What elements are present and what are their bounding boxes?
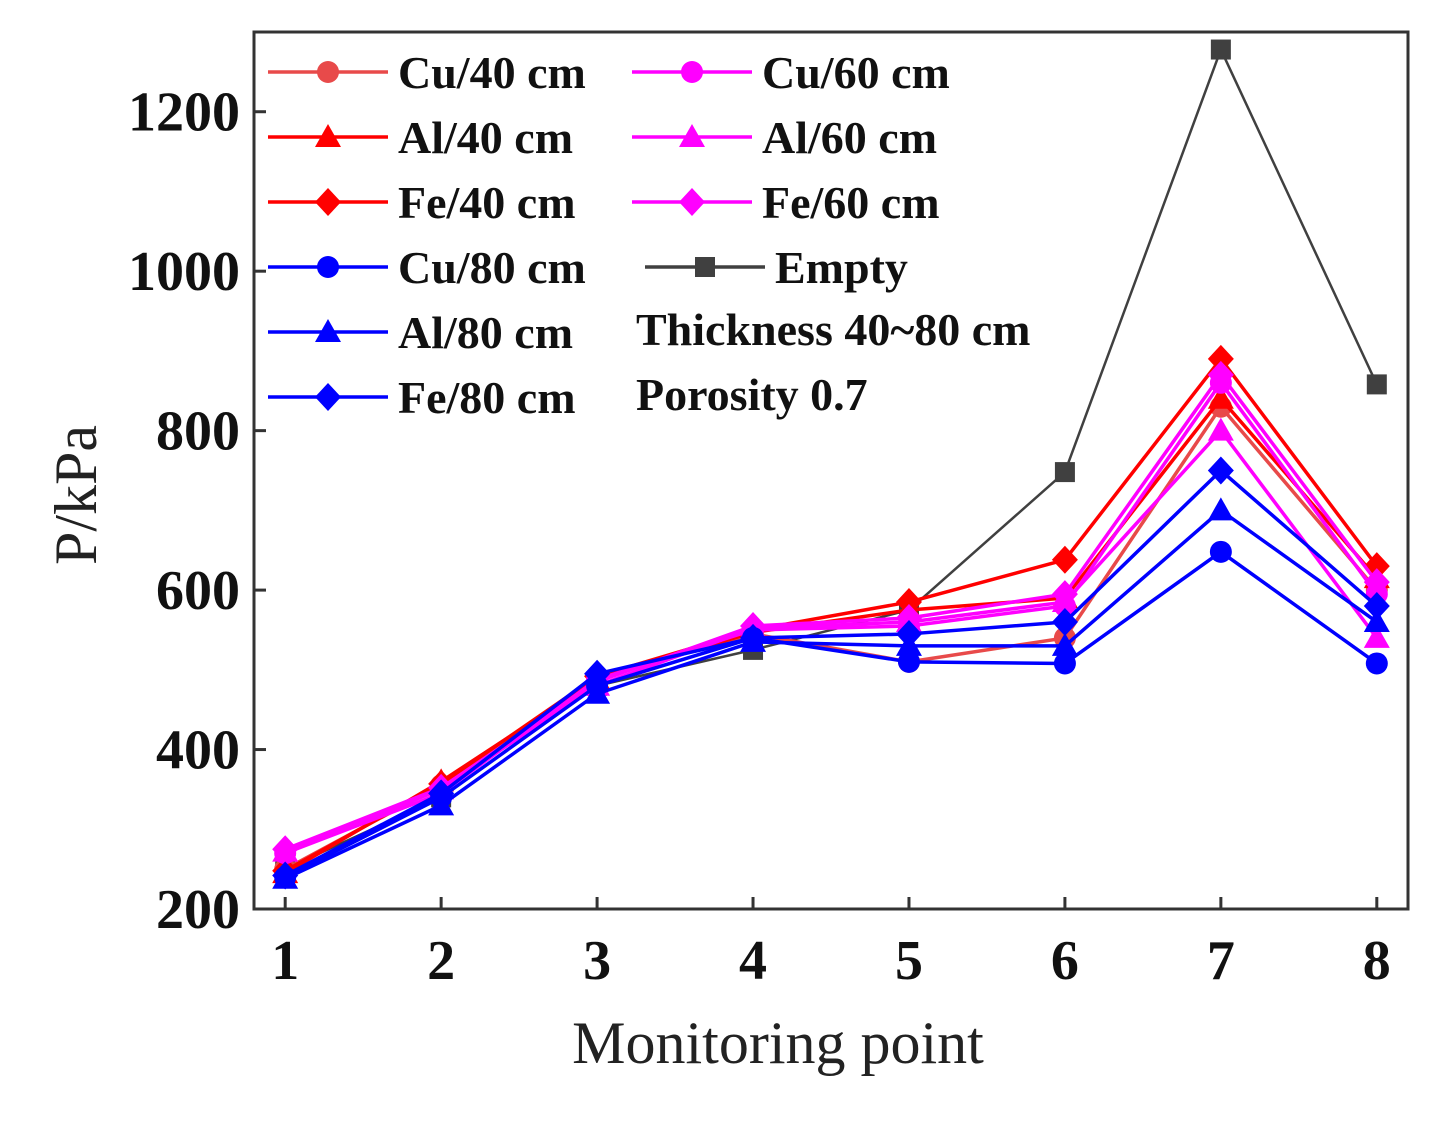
- data-point-fe-60-cm: [1051, 580, 1078, 609]
- data-point-fe-80-cm: [740, 623, 767, 652]
- legend-label: Fe/60 cm: [762, 177, 940, 228]
- plot-frame: [252, 30, 1410, 911]
- x-tick-label: 7: [1207, 930, 1235, 992]
- x-tick-label: 1: [271, 930, 299, 992]
- series-line-cu-80-cm: [284, 550, 1378, 879]
- data-point-al-80-cm: [1051, 632, 1078, 656]
- x-tick-label: 2: [427, 930, 455, 992]
- y-tick-label: 1000: [128, 241, 240, 303]
- legend-swatch-marker: [679, 124, 705, 147]
- legend-label: Al/80 cm: [398, 307, 573, 358]
- legend-item-al-80-cm: Al/80 cm: [268, 307, 573, 358]
- legend-item-fe-60-cm: Fe/60 cm: [632, 177, 940, 228]
- data-point-fe-80-cm: [1051, 607, 1078, 636]
- data-point-fe-80-cm: [1363, 592, 1390, 621]
- legend-label: Al/60 cm: [762, 112, 937, 163]
- legend-item-empty: Empty: [645, 242, 908, 293]
- legend-swatch-marker: [679, 188, 705, 216]
- legend-item-cu-40-cm: Cu/40 cm: [268, 47, 586, 98]
- data-point-empty: [1210, 39, 1231, 60]
- x-axis-title: Monitoring point: [572, 1010, 984, 1076]
- data-point-fe-80-cm: [1207, 456, 1234, 485]
- data-point-fe-60-cm: [895, 603, 922, 632]
- data-point-cu-80-cm: [897, 650, 920, 673]
- legend-item-al-60-cm: Al/60 cm: [632, 112, 937, 163]
- legend: Cu/40 cm Al/40 cm Fe/40 cm Cu/80 cm Al/80 cm…: [268, 47, 950, 423]
- legend-swatch-marker: [681, 61, 703, 83]
- data-point-fe-80-cm: [428, 779, 455, 808]
- legend-swatch-marker: [315, 319, 341, 342]
- data-point-al-80-cm: [1363, 608, 1390, 632]
- x-tick-label: 4: [739, 930, 767, 992]
- data-point-al-60-cm: [1363, 624, 1390, 648]
- legend-swatch-marker: [315, 124, 341, 147]
- legend-swatch-marker: [317, 61, 339, 83]
- legend-label: Fe/80 cm: [398, 372, 576, 423]
- legend-item-fe-80-cm: Fe/80 cm: [268, 372, 576, 423]
- y-tick-label: 400: [156, 720, 240, 782]
- x-axis: 1 2 3 4 5 6 7 8: [271, 897, 1391, 992]
- series-line-al-80-cm: [284, 508, 1378, 881]
- data-point-fe-60-cm: [272, 835, 299, 864]
- data-point-cu-80-cm: [1365, 652, 1388, 675]
- series-fe-80-cm: [272, 456, 1390, 890]
- y-tick-label: 800: [156, 401, 240, 463]
- legend-item-fe-40-cm: Fe/40 cm: [268, 177, 576, 228]
- legend-swatch-marker: [315, 188, 341, 216]
- x-tick-label: 8: [1363, 930, 1391, 992]
- y-tick-label: 200: [156, 879, 240, 941]
- series-line-fe-40-cm: [284, 357, 1379, 873]
- series-line-empty: [284, 48, 1378, 871]
- data-point-al-80-cm: [1207, 497, 1234, 521]
- x-tick-label: 3: [583, 930, 611, 992]
- data-point-cu-80-cm: [1053, 652, 1076, 675]
- data-point-empty: [1054, 462, 1075, 483]
- data-point-fe-60-cm: [1363, 568, 1390, 597]
- series-cu-80-cm: [274, 540, 1388, 889]
- legend-item-cu-60-cm: Cu/60 cm: [632, 47, 950, 98]
- data-point-fe-80-cm: [272, 861, 299, 890]
- data-point-al-60-cm: [1207, 417, 1234, 441]
- legend-label: Al/40 cm: [398, 112, 573, 163]
- data-point-fe-80-cm: [584, 659, 611, 688]
- legend-label: Cu/40 cm: [398, 47, 586, 98]
- x-tick-label: 5: [895, 930, 923, 992]
- legend-label: Empty: [775, 242, 908, 293]
- legend-swatch-marker: [315, 383, 341, 411]
- data-point-fe-60-cm: [1207, 360, 1234, 389]
- legend-label: Fe/40 cm: [398, 177, 576, 228]
- legend-label: Cu/80 cm: [398, 242, 586, 293]
- data-point-empty: [1366, 374, 1387, 395]
- legend-swatch-marker: [317, 256, 339, 278]
- data-point-al-80-cm: [584, 680, 611, 704]
- y-axis-title: P/kPa: [43, 425, 109, 565]
- data-point-fe-80-cm: [895, 619, 922, 648]
- legend-label: Cu/60 cm: [762, 47, 950, 98]
- legend-item-al-40-cm: Al/40 cm: [268, 112, 573, 163]
- series-line-fe-60-cm: [284, 373, 1379, 851]
- series-line-fe-80-cm: [284, 468, 1378, 878]
- data-point-fe-40-cm: [1051, 545, 1078, 574]
- data-point-al-40-cm: [1207, 385, 1234, 409]
- y-tick-label: 1200: [128, 82, 240, 144]
- y-axis: 200 400 600 800 1000 1200: [128, 82, 266, 941]
- data-point-fe-40-cm: [895, 588, 922, 617]
- x-tick-label: 6: [1051, 930, 1079, 992]
- annotation-thickness: Thickness 40~80 cm: [636, 304, 1031, 355]
- data-point-fe-40-cm: [1207, 344, 1234, 373]
- series-layer: [272, 39, 1390, 890]
- y-tick-label: 600: [156, 560, 240, 622]
- legend-swatch-marker: [695, 257, 715, 277]
- legend-item-cu-80-cm: Cu/80 cm: [268, 242, 586, 293]
- annotation-porosity: Porosity 0.7: [636, 369, 868, 420]
- data-point-cu-80-cm: [1209, 540, 1232, 563]
